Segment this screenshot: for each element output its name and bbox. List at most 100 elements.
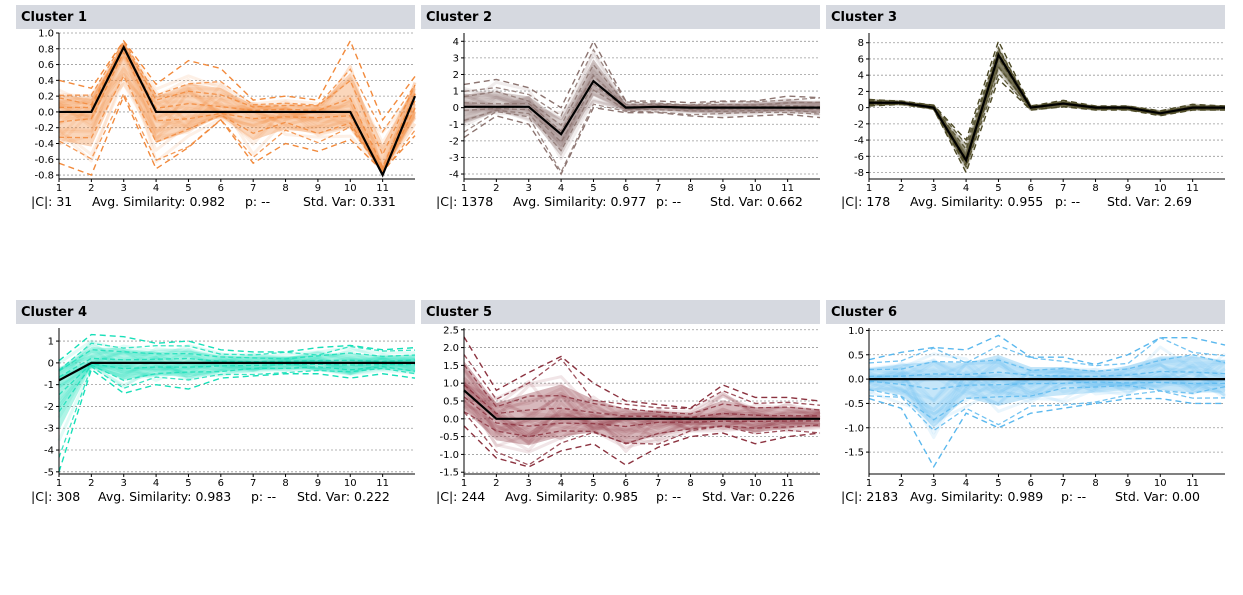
cluster-panel-2: Cluster 2 4 3 2 1 0 -1 -2 -3 -4 1 2 3 4 5 6 7 8 9 10 11 |C|… — [421, 5, 822, 209]
dashed-profile-line — [868, 47, 1226, 151]
upper-envelope-line — [868, 39, 1226, 142]
dashed-profile-line — [463, 364, 821, 415]
y-tick-label: 0.8 — [38, 44, 54, 55]
dashed-profile-line — [868, 380, 1226, 390]
y-tick-label: 1.5 — [443, 361, 459, 372]
dashed-profile-line — [58, 349, 416, 372]
upper-envelope-line — [868, 334, 1226, 366]
panel-title: Cluster 6 — [831, 305, 898, 320]
x-tick-label: 7 — [250, 183, 256, 194]
x-tick-label: 2 — [88, 183, 94, 194]
centroid-line — [463, 389, 820, 420]
member-profile-line — [868, 370, 1226, 440]
x-tick-label: 6 — [1028, 478, 1034, 489]
y-tick-label: -5 — [44, 467, 54, 478]
y-tick-label: 0.0 — [443, 414, 459, 425]
member-profile-line — [462, 381, 821, 421]
std-var: Std. Var: 2.69 — [1107, 194, 1192, 209]
upper-envelope-line — [463, 336, 821, 409]
cluster-stats: |C|: 2183 Avg. Similarity: 0.989 p: -- S… — [826, 489, 1227, 505]
y-tick-label: -2 — [449, 136, 459, 147]
dashed-profile-line — [868, 384, 1226, 421]
y-tick-label: -0.2 — [34, 123, 54, 134]
member-profile-line — [868, 354, 1226, 416]
x-tick-label: 1 — [56, 478, 62, 489]
y-tick-label: -0.8 — [34, 171, 54, 182]
member-profile-line — [868, 375, 1226, 415]
y-tick-label: -1 — [44, 380, 54, 391]
x-tick-label: 10 — [749, 478, 762, 489]
x-tick-label: 4 — [153, 183, 159, 194]
x-tick-label: 7 — [250, 478, 256, 489]
member-profile-line — [868, 359, 1226, 390]
member-profile-line — [463, 73, 821, 138]
x-tick-label: 1 — [461, 478, 467, 489]
y-tick-label: -1.0 — [439, 450, 459, 461]
x-tick-label: 10 — [344, 183, 357, 194]
member-profile-line — [57, 358, 416, 442]
cluster-size: |C|: 1378 — [436, 194, 494, 209]
y-tick-label: 8 — [858, 38, 864, 49]
x-tick-label: 7 — [1060, 478, 1066, 489]
profile-band — [59, 43, 415, 173]
x-tick-label: 3 — [121, 183, 127, 194]
dashed-profile-line — [868, 45, 1226, 146]
x-tick-label: 5 — [185, 478, 191, 489]
y-tick-label: -0.4 — [34, 139, 54, 150]
cluster-chart: 1.0 0.5 0.0 -0.5 -1.0 -1.5 1 2 3 4 5 6 7 8 9 10 11 — [844, 326, 1227, 489]
member-profile-line — [58, 358, 416, 379]
x-tick-label: 7 — [655, 478, 661, 489]
member-profile-line — [462, 367, 821, 441]
member-profile-line — [463, 375, 821, 421]
y-tick-label: 2.5 — [443, 325, 459, 336]
cluster-size: |C|: 178 — [841, 194, 891, 209]
x-tick-label: 7 — [1060, 183, 1066, 194]
x-tick-label: 9 — [720, 183, 726, 194]
x-tick-label: 8 — [687, 183, 693, 194]
cluster-stats: |C|: 244 Avg. Similarity: 0.985 p: -- St… — [421, 489, 822, 505]
avg-similarity: Avg. Similarity: 0.955 — [910, 194, 1044, 209]
y-tick-label: 0 — [48, 358, 54, 369]
y-tick-label: -1 — [449, 120, 459, 131]
lower-envelope-line — [463, 106, 821, 176]
upper-envelope-line — [58, 39, 416, 122]
x-tick-label: 4 — [963, 183, 969, 194]
cluster-panel-1: Cluster 1 1.0 0.8 0.6 0.4 0.2 0.0 -0.2 -0.4 -0.6… — [16, 5, 417, 209]
x-tick-label: 3 — [121, 478, 127, 489]
cluster-stats: |C|: 31 Avg. Similarity: 0.982 p: -- Std… — [16, 194, 417, 210]
member-profile-line — [462, 381, 821, 438]
member-profile-line — [868, 361, 1226, 406]
y-tick-label: 0.0 — [848, 375, 864, 386]
x-tick-label: 10 — [749, 183, 762, 194]
member-profile-line — [462, 396, 821, 454]
cluster-chart: 1.0 0.8 0.6 0.4 0.2 0.0 -0.2 -0.4 -0.6 -0.81 2 3 4 5 6… — [34, 29, 417, 194]
member-profile-line — [463, 380, 821, 428]
avg-similarity: Avg. Similarity: 0.983 — [98, 489, 232, 504]
upper-envelope-line — [463, 39, 821, 109]
member-profile-line — [868, 65, 1226, 165]
centroid-line — [59, 44, 417, 178]
y-tick-label: -3 — [449, 153, 459, 164]
member-profile-line — [58, 362, 416, 394]
y-tick-label: -0.6 — [34, 155, 54, 166]
member-profile-line — [868, 70, 1226, 171]
y-tick-label: -1.0 — [844, 423, 864, 434]
y-tick-label: 0.6 — [38, 60, 54, 71]
dashed-profile-line — [58, 365, 416, 458]
avg-similarity: Avg. Similarity: 0.985 — [505, 489, 639, 504]
x-tick-label: 11 — [376, 183, 389, 194]
dashed-profile-line — [868, 72, 1226, 169]
std-var: Std. Var: 0.226 — [702, 489, 795, 504]
avg-similarity: Avg. Similarity: 0.977 — [513, 194, 647, 209]
member-profile-line — [868, 71, 1226, 159]
cluster-panel-3: Cluster 3 8 6 4 2 0 -2 -4 -6 -8 1 2 3 4 5 6 7 8 9 10 11 |C|… — [826, 5, 1227, 209]
member-profile-line — [58, 357, 416, 381]
dashed-profile-line — [463, 411, 821, 466]
lower-envelope-line — [58, 368, 416, 473]
x-tick-label: 8 — [1092, 478, 1098, 489]
x-tick-label: 11 — [376, 478, 389, 489]
y-tick-label: 0.5 — [848, 350, 864, 361]
y-tick-label: 0.5 — [443, 397, 459, 408]
cluster-size: |C|: 31 — [31, 194, 73, 209]
cluster-panel-4: Cluster 4 1 0 -1 -2 -3 -4 -5 1 2 3 4 5 6 7 8 9 10 11 |C|:… — [16, 300, 417, 504]
